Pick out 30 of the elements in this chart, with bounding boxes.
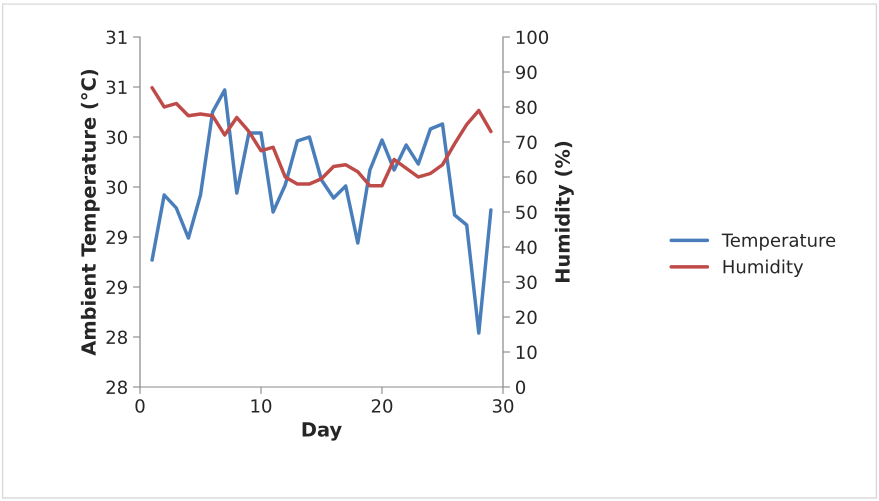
y-axis-title: Ambient Temperature (°C) xyxy=(80,70,100,356)
y-tick-label: 29 xyxy=(106,280,127,294)
y-tick-label: 30 xyxy=(106,130,127,144)
y2-tick-label: 50 xyxy=(516,205,537,220)
x-tick-label: 0 xyxy=(135,399,145,413)
y2-tick-label: 40 xyxy=(516,240,537,254)
y2-tick-label: 80 xyxy=(516,100,537,114)
y2-axis-title: Humidity (%) xyxy=(554,142,574,282)
legend-label: Temperature xyxy=(722,234,836,250)
x-tick-label: 10 xyxy=(251,399,272,413)
y2-tick-label: 30 xyxy=(516,275,537,290)
y2-tick-label: 10 xyxy=(516,345,537,360)
y-tick-label: 31 xyxy=(106,80,127,94)
y-tick-label: 30 xyxy=(106,180,127,194)
legend-label: Humidity xyxy=(724,260,804,277)
y2-tick-label: 100 xyxy=(516,30,548,44)
y2-tick-label: 70 xyxy=(516,135,537,150)
y2-tick-label: 60 xyxy=(516,170,537,184)
y-tick-label: 29 xyxy=(106,230,127,244)
line-series xyxy=(150,88,493,335)
x-tick-label: 30 xyxy=(492,399,514,413)
line-series xyxy=(150,86,493,188)
y-tick-label: 31 xyxy=(106,30,127,44)
y-tick-label: 28 xyxy=(106,330,127,344)
y2-tick-label: 0 xyxy=(516,380,526,394)
x-tick-label: 20 xyxy=(372,399,392,413)
y2-tick-label: 90 xyxy=(516,65,537,80)
y-tick-label: 28 xyxy=(106,380,127,394)
y2-tick-label: 20 xyxy=(516,310,537,324)
x-axis-title: Day xyxy=(302,422,342,441)
